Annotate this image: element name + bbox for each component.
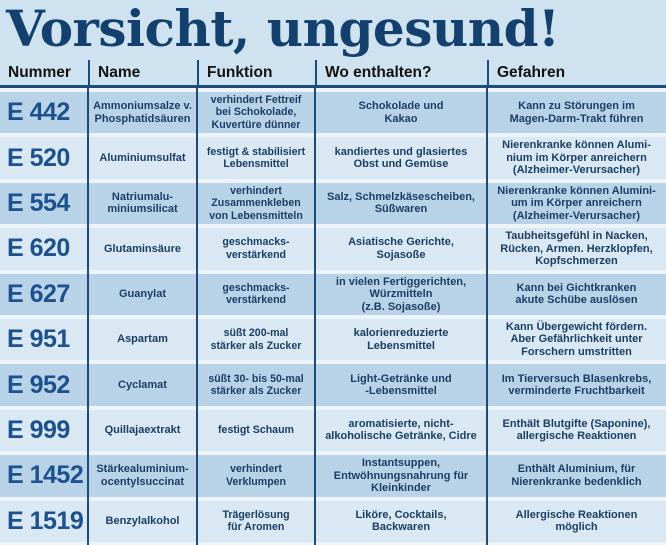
dangers-cell: Taubheitsgefühl in Nacken, Rücken, Armen… [487,228,666,270]
name-cell: Aluminiumsulfat [88,137,197,179]
enumber-cell: E 951 [0,318,88,361]
contained-in-cell: Schokolade und Kakao [315,92,487,134]
name-cell: Glutaminsäure [88,228,197,270]
table-row: E 520 Aluminiumsulfat festigt & stabilis… [0,137,666,179]
contained-in-cell: kalorienreduzierte Lebensmittel [315,318,487,361]
function-cell: festigt Schaum [197,409,315,452]
enumber-cell: E 999 [0,409,88,452]
name-cell: Benzylalkohol [88,500,197,542]
function-cell: Trägerlösung für Aromen [197,500,315,542]
contained-in-cell: Liköre, Cocktails, Backwaren [315,500,487,542]
enumber-cell: E 952 [0,364,88,406]
name-cell: Aspartam [88,318,197,361]
contained-in-cell: Salz, Schmelzkäsescheiben, Süßwaren [315,182,487,225]
enumber-cell: E 1519 [0,500,88,542]
column-divider [196,88,198,545]
contained-in-cell: aromatisierte, nicht- alkoholische Geträ… [315,409,487,452]
function-cell: süßt 30- bis 50-mal stärker als Zucker [197,364,315,406]
contained-in-cell: Asiatische Gerichte, Sojasoße [315,228,487,270]
name-cell: Quillajaextrakt [88,409,197,452]
function-cell: geschmacks- verstärkend [197,273,315,315]
table-row: E 554 Natriumalu- miniumsilicat verhinde… [0,182,666,225]
enumber-cell: E 554 [0,182,88,225]
function-cell: süßt 200-mal stärker als Zucker [197,318,315,361]
dangers-cell: Nierenkranke können Alumi- nium im Körpe… [487,137,666,179]
contained-in-cell: in vielen Fertiggerichten, Würzmitteln (… [315,273,487,315]
column-header-gefahren: Gefahren [487,60,666,85]
enumber-cell: E 620 [0,228,88,270]
table-row: E 442 Ammoniumsalze v. Phosphatidsäuren … [0,92,666,134]
contained-in-cell: Instantsuppen, Entwöhnungsnahrung für Kl… [315,455,487,497]
page-title: Vorsicht, ungesund! [6,0,560,58]
dangers-cell: Kann Übergewicht fördern. Aber Gefährlic… [487,318,666,361]
name-cell: Cyclamat [88,364,197,406]
enumber-cell: E 520 [0,137,88,179]
function-cell: verhindert Verklumpen [197,455,315,497]
function-cell: verhindert Zusammenkleben von Lebensmitt… [197,182,315,225]
name-cell: Stärkealuminium- ocentylsuccinat [88,455,197,497]
dangers-cell: Nierenkranke können Alumini- um im Körpe… [487,182,666,225]
name-cell: Guanylat [88,273,197,315]
table-row: E 620 Glutaminsäure geschmacks- verstärk… [0,228,666,270]
column-header-name: Name [88,60,197,85]
column-header-funktion: Funktion [197,60,315,85]
table-row: E 627 Guanylat geschmacks- verstärkend i… [0,273,666,315]
column-divider [87,88,89,545]
table-row: E 1519 Benzylalkohol Trägerlösung für Ar… [0,500,666,542]
table-row: E 951 Aspartam süßt 200-mal stärker als … [0,318,666,361]
dangers-cell: Kann zu Störungen im Magen-Darm-Trakt fü… [487,92,666,134]
enumber-cell: E 1452 [0,455,88,497]
column-divider [314,88,316,545]
table-header: Nummer Name Funktion Wo enthalten? Gefah… [0,60,666,88]
contained-in-cell: kandiertes und glasiertes Obst und Gemüs… [315,137,487,179]
function-cell: verhindert Fettreif bei Schokolade, Kuve… [197,92,315,134]
dangers-cell: Kann bei Gichtkranken akute Schübe auslö… [487,273,666,315]
function-cell: festigt & stabilisiert Lebensmittel [197,137,315,179]
contained-in-cell: Light-Getränke und -Lebensmittel [315,364,487,406]
dangers-cell: Enthält Aluminium, für Nierenkranke bede… [487,455,666,497]
function-cell: geschmacks- verstärkend [197,228,315,270]
dangers-cell: Enthält Blutgifte (Saponine), allergisch… [487,409,666,452]
column-divider [486,88,488,545]
column-header-wo-enthalten: Wo enthalten? [315,60,487,85]
enumber-cell: E 442 [0,92,88,134]
dangers-cell: Im Tierversuch Blasenkrebs, verminderte … [487,364,666,406]
name-cell: Natriumalu- miniumsilicat [88,182,197,225]
dangers-cell: Allergische Reaktionen möglich [487,500,666,542]
table-row: E 952 Cyclamat süßt 30- bis 50-mal stärk… [0,364,666,406]
table-body: E 442 Ammoniumsalze v. Phosphatidsäuren … [0,88,666,545]
table-row: E 1452 Stärkealuminium- ocentylsuccinat … [0,455,666,497]
name-cell: Ammoniumsalze v. Phosphatidsäuren [88,92,197,134]
table-row: E 999 Quillajaextrakt festigt Schaum aro… [0,409,666,452]
column-header-nummer: Nummer [8,63,71,81]
enumber-cell: E 627 [0,273,88,315]
